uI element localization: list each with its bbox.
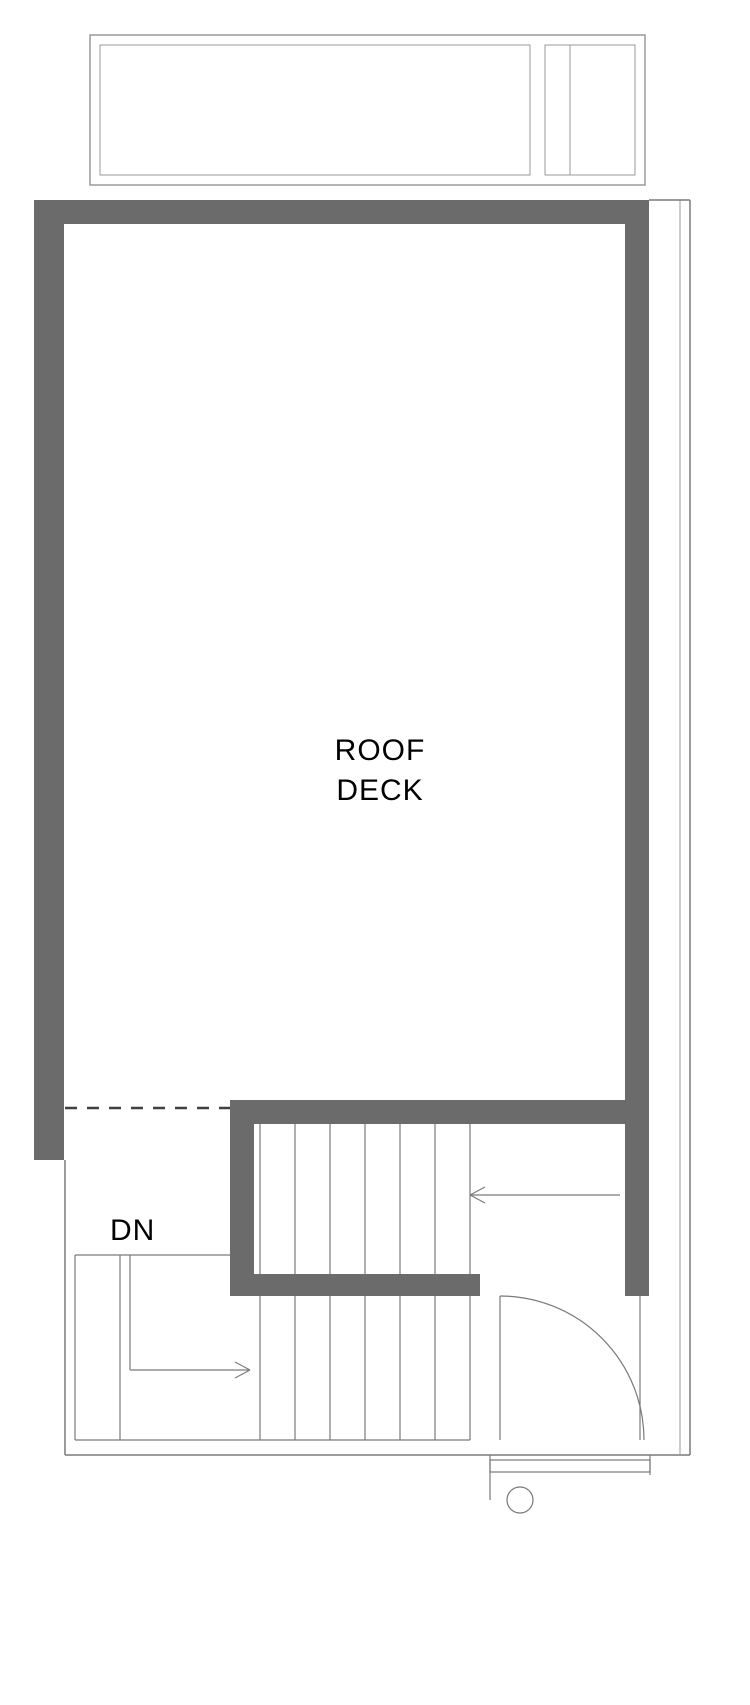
floor-plan: ROOF DECK DN	[0, 0, 750, 1705]
wall-right-lower	[625, 1124, 649, 1296]
header-structure	[90, 35, 645, 185]
header-inner-right	[545, 45, 635, 175]
room-label-line2: DECK	[336, 774, 423, 807]
wall-top	[34, 200, 649, 224]
wall-bottom-right	[230, 1100, 649, 1124]
door	[500, 1296, 644, 1440]
wall-right-upper	[625, 200, 649, 1120]
stair-lower-flight	[130, 1296, 470, 1440]
wall-left	[34, 200, 64, 1160]
wall-stair-vert	[230, 1124, 254, 1274]
outer-boundary	[65, 200, 690, 1455]
door-arc	[500, 1296, 644, 1440]
down-label: DN	[110, 1214, 155, 1247]
room-label-line1: ROOF	[335, 734, 426, 767]
bottom-details	[490, 1455, 650, 1513]
drain-circle	[507, 1487, 533, 1513]
threshold-box	[490, 1460, 650, 1472]
wall-stair-bottom	[230, 1274, 480, 1296]
header-inner-left	[100, 45, 530, 175]
stair-upper-flight	[260, 1124, 620, 1274]
header-outer	[90, 35, 645, 185]
